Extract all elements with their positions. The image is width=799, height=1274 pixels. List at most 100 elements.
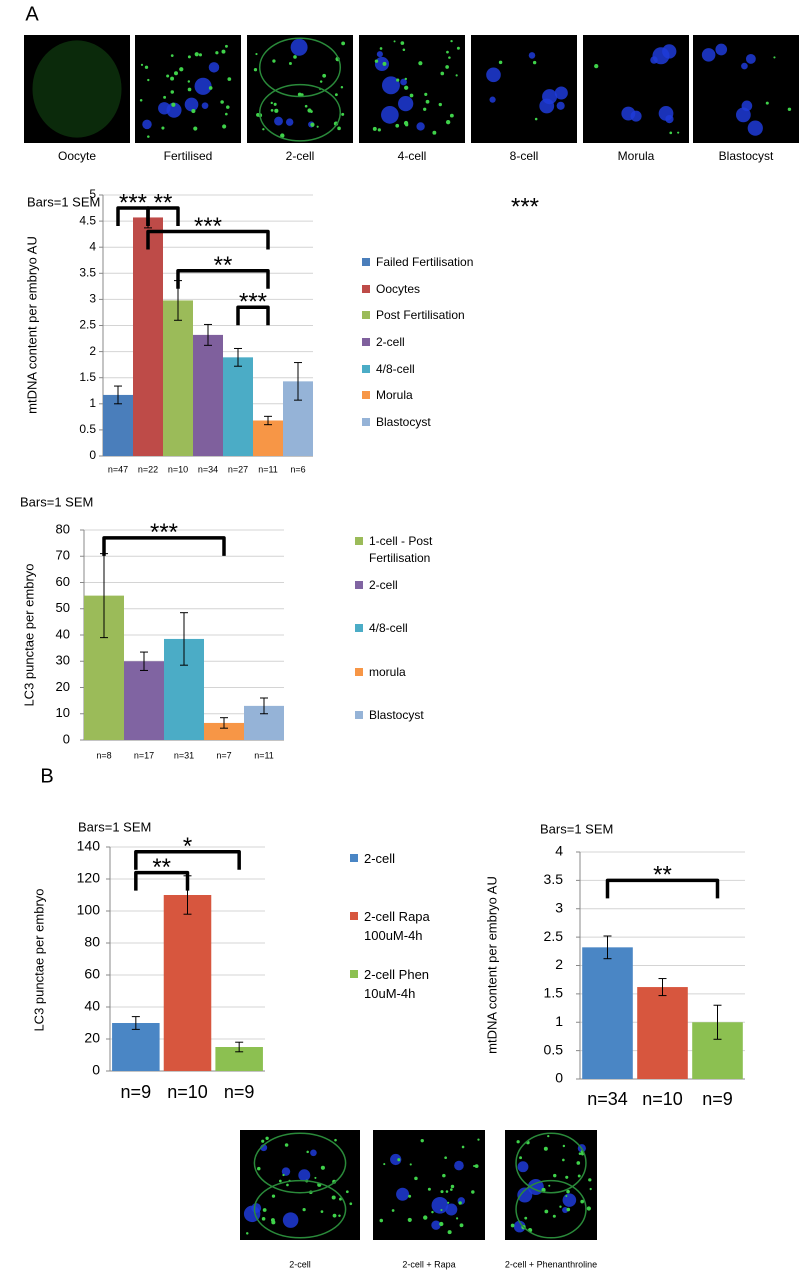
nucleus xyxy=(650,56,658,64)
nucleus xyxy=(517,1161,529,1173)
membrane xyxy=(253,1179,347,1239)
nucleus xyxy=(298,1169,311,1182)
punctum xyxy=(334,1138,337,1142)
legend-label: Blastocyst xyxy=(369,708,424,722)
x-tick-label: n=7 xyxy=(216,750,231,760)
punctum xyxy=(280,133,285,138)
punctum xyxy=(173,71,178,76)
punctum xyxy=(456,46,460,50)
legend-entry: 2-cell Rapa 100uM-4h xyxy=(350,908,445,966)
punctum xyxy=(187,80,191,83)
membrane xyxy=(258,37,342,98)
nucleus xyxy=(489,96,496,103)
punctum xyxy=(541,1187,546,1193)
x-tick-label: n=8 xyxy=(96,750,111,760)
punctum xyxy=(319,80,323,83)
y-axis-label: LC3 punctae per embryo xyxy=(21,563,36,706)
punctum xyxy=(565,1194,568,1197)
legend-swatch xyxy=(362,364,370,373)
punctum xyxy=(140,63,144,66)
nucleus xyxy=(630,110,642,122)
legend: 2-cell 2-cell Rapa 100uM-4h 2-cell Phen 10… xyxy=(350,850,445,1024)
punctum xyxy=(396,78,400,82)
punctum xyxy=(246,1232,249,1235)
y-tick-label: 0.5 xyxy=(79,422,96,436)
legend-entry: Post Fertilisation xyxy=(362,307,512,334)
nucleus xyxy=(398,95,414,112)
chart: Bars=1 SEM mtDNA content per embryo AU 0 0.… xyxy=(24,187,539,474)
punctum xyxy=(580,1199,585,1204)
punctum xyxy=(544,1209,549,1214)
punctum xyxy=(391,1209,395,1212)
punctum xyxy=(304,104,308,108)
nucleus xyxy=(251,1203,262,1213)
punctum xyxy=(272,59,276,63)
significance-label: *** xyxy=(119,189,147,216)
punctum xyxy=(461,1145,465,1149)
legend-entry: Oocytes xyxy=(362,281,512,308)
punctum xyxy=(338,1214,341,1217)
punctum xyxy=(559,1205,562,1208)
punctum xyxy=(349,1202,353,1206)
punctum xyxy=(187,87,192,92)
legend-entry: 2-cell xyxy=(355,577,465,621)
punctum xyxy=(179,67,184,72)
punctum xyxy=(524,1216,528,1220)
bar xyxy=(253,420,283,456)
y-tick-label: 80 xyxy=(56,521,70,536)
image-caption: 2-cell xyxy=(289,1259,311,1269)
legend-label: Post Fertilisation xyxy=(376,308,465,323)
punctum xyxy=(474,1164,479,1169)
error-bar xyxy=(204,323,212,346)
punctum xyxy=(543,1146,548,1151)
x-tick-label: n=10 xyxy=(642,1089,683,1109)
nucleus xyxy=(554,86,568,100)
significance-label: ** xyxy=(653,862,672,889)
nucleus xyxy=(285,118,294,126)
punctum xyxy=(331,1195,336,1200)
punctum xyxy=(424,92,428,96)
nucleus xyxy=(562,1206,569,1214)
bar xyxy=(582,947,633,1079)
bar xyxy=(223,357,253,456)
legend-swatch xyxy=(355,537,363,545)
image-caption: Oocyte xyxy=(58,149,96,163)
punctum xyxy=(577,1174,581,1178)
significance-label: *** xyxy=(194,213,222,240)
membrane xyxy=(253,1132,347,1194)
punctum xyxy=(170,54,174,58)
punctum xyxy=(562,1158,565,1162)
punctum xyxy=(440,1190,444,1194)
punctum xyxy=(578,1152,582,1155)
chart: Bars=1 SEM mtDNA content per embryo AU 0 0.… xyxy=(484,821,745,1109)
y-tick-label: 80 xyxy=(84,934,100,950)
punctum xyxy=(440,1209,443,1212)
punctum xyxy=(787,107,792,112)
nucleus xyxy=(400,78,407,86)
punctum xyxy=(423,107,427,111)
x-tick-label: n=10 xyxy=(167,1082,208,1102)
legend-label: 2-cell xyxy=(364,851,396,866)
panel-label: A xyxy=(25,3,39,25)
punctum xyxy=(459,1223,464,1228)
y-tick-label: 4 xyxy=(555,843,563,859)
significance-bracket xyxy=(236,305,270,326)
punctum xyxy=(510,1223,515,1228)
punctum xyxy=(310,122,315,127)
punctum xyxy=(300,93,304,97)
punctum xyxy=(224,112,228,116)
y-tick-label: 0 xyxy=(555,1070,563,1086)
image-caption: 2-cell + Phenanthroline xyxy=(505,1259,597,1269)
legend: 1-cell - Post Fertilisation 2-cell 4/8-cel… xyxy=(355,533,465,751)
x-tick-label: n=22 xyxy=(138,464,158,474)
error-bar xyxy=(294,362,302,401)
nucleus xyxy=(528,52,536,59)
nucleus xyxy=(556,101,565,110)
x-tick-label: n=6 xyxy=(290,464,305,474)
y-tick-label: 0.5 xyxy=(544,1041,564,1057)
punctum xyxy=(382,61,387,66)
punctum xyxy=(445,65,449,69)
nucleus xyxy=(374,56,390,72)
punctum xyxy=(404,85,409,90)
punctum xyxy=(477,1138,480,1141)
